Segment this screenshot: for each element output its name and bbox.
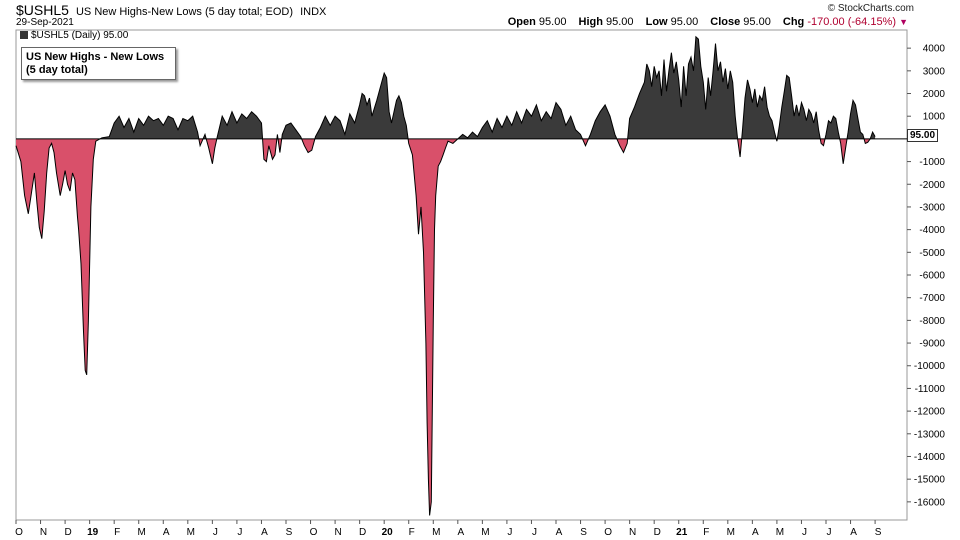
x-tick-label: A: [163, 527, 170, 538]
x-tick-label: F: [703, 527, 709, 538]
x-tick-label: M: [776, 527, 784, 538]
chart-annotation-box: US New Highs - New Lows (5 day total): [21, 47, 176, 80]
y-tick-label: 1000: [923, 112, 946, 123]
chg-label: Chg: [782, 16, 805, 28]
annotation-line-2: (5 day total): [26, 64, 88, 76]
x-tick-label: N: [629, 527, 636, 538]
x-tick-label: D: [359, 527, 366, 538]
y-tick-label: -5000: [919, 248, 945, 259]
y-tick-label: -9000: [919, 339, 945, 350]
quote-bar: Open 95.00 High 95.00 Low 95.00 Close 95…: [508, 16, 908, 28]
x-tick-label: J: [827, 527, 832, 538]
last-value-tag: 95.00: [907, 129, 939, 142]
y-tick-label: -14000: [914, 452, 946, 463]
series-line: [15, 35, 876, 516]
y-tick-label: -10000: [914, 361, 946, 372]
y-tick-label: -11000: [915, 384, 946, 395]
x-tick-label: F: [114, 527, 120, 538]
x-tick-label: J: [507, 527, 512, 538]
symbol-description: US New Highs-New Lows (5 day total; EOD): [75, 6, 293, 18]
x-tick-label: A: [261, 527, 268, 538]
y-tick-label: -13000: [914, 429, 946, 440]
legend-swatch: [20, 31, 28, 40]
x-tick-label: M: [727, 527, 735, 538]
y-tick-label: -3000: [919, 202, 945, 213]
plot-frame: [15, 29, 908, 521]
x-tick-label: S: [875, 527, 882, 538]
x-tick-label: O: [310, 527, 318, 538]
y-tick-label: -12000: [914, 407, 946, 418]
low-value: 95.00: [670, 16, 699, 28]
y-tick-label: -7000: [919, 293, 945, 304]
y-tick-label: -4000: [919, 225, 945, 236]
x-tick-label: 19: [87, 527, 99, 538]
chart-date: 29-Sep-2021: [16, 17, 74, 28]
x-tick-label: O: [604, 527, 612, 538]
open-label: Open: [507, 16, 536, 28]
symbol-label: $USHL5: [16, 2, 69, 18]
x-tick-label: M: [432, 527, 440, 538]
close-label: Close: [710, 16, 741, 28]
x-tick-label: S: [580, 527, 587, 538]
y-tick-label: -16000: [914, 497, 946, 508]
open-value: 95.00: [538, 16, 567, 28]
x-tick-label: A: [752, 527, 759, 538]
high-label: High: [578, 16, 603, 28]
x-tick-label: A: [457, 527, 464, 538]
low-label: Low: [645, 16, 668, 28]
x-tick-label: J: [237, 527, 242, 538]
x-tick-label: D: [64, 527, 71, 538]
x-tick-label: S: [286, 527, 293, 538]
x-tick-label: J: [802, 527, 807, 538]
x-tick-label: N: [40, 527, 47, 538]
positive-area: [99, 36, 876, 139]
close-value: 95.00: [743, 16, 771, 28]
x-tick-label: J: [213, 527, 218, 538]
x-tick-label: O: [15, 527, 23, 538]
high-value: 95.00: [606, 16, 634, 28]
x-tick-label: N: [334, 527, 341, 538]
x-axis: O N D 19 F M A M J J A S O N D 20 F M A M J J A S O N D 21 F M A M J J A S: [15, 520, 882, 538]
y-tick-label: 2000: [923, 89, 946, 100]
chart-header-title: $USHL5 US New Highs-New Lows (5 day tota…: [16, 2, 326, 18]
copyright-label: © StockCharts.com: [827, 3, 914, 14]
down-arrow-icon: ▼: [899, 17, 908, 27]
x-tick-label: F: [409, 527, 415, 538]
y-tick-label: -6000: [919, 271, 945, 282]
y-axis: 4000 3000 2000 1000 -1000 -2000 -3000 -4000 -500…: [907, 44, 946, 508]
x-tick-label: M: [481, 527, 489, 538]
x-tick-label: M: [138, 527, 146, 538]
y-tick-label: 4000: [923, 44, 946, 55]
annotation-line-1: US New Highs - New Lows: [26, 51, 165, 63]
x-tick-label: D: [654, 527, 661, 538]
area-layer: [15, 35, 907, 516]
chg-value: -170.00 (-64.15%): [807, 16, 897, 28]
y-tick-label: 3000: [923, 66, 946, 77]
series-legend: $USHL5 (Daily) 95.00: [20, 30, 128, 41]
x-tick-label: 21: [676, 527, 688, 538]
y-tick-label: -8000: [919, 316, 945, 327]
x-tick-label: A: [850, 527, 857, 538]
y-tick-label: -1000: [919, 157, 945, 168]
exchange-label: INDX: [300, 6, 327, 18]
y-tick-label: -2000: [919, 180, 945, 191]
x-tick-label: M: [187, 527, 195, 538]
x-tick-label: A: [556, 527, 563, 538]
x-tick-label: J: [532, 527, 537, 538]
x-tick-label: 20: [382, 527, 394, 538]
legend-text: $USHL5 (Daily) 95.00: [31, 30, 129, 41]
y-tick-label: -15000: [914, 475, 946, 486]
